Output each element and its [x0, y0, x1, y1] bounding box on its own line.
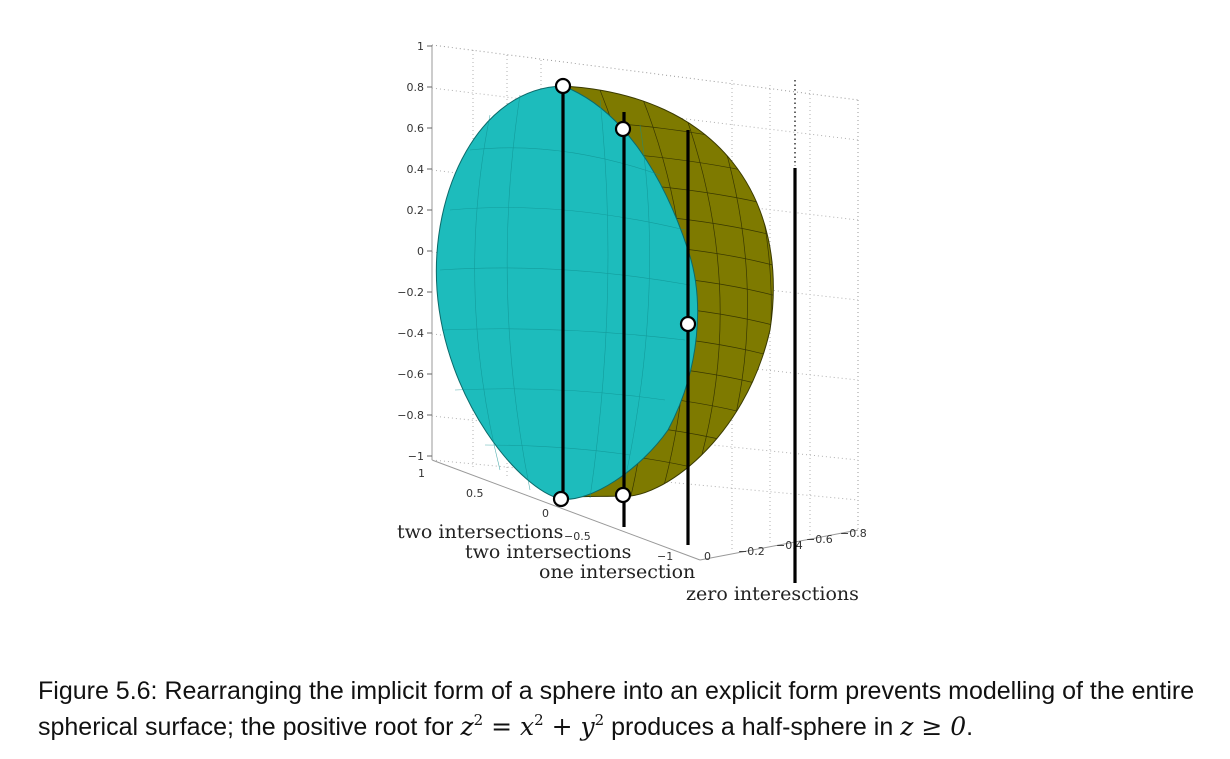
annotation-zero-intersections: zero interesctions [686, 583, 859, 605]
half-sphere-figure: 1 0.8 0.6 0.4 0.2 0 −0.2 −0.4 −0.6 −0.8 … [397, 40, 867, 605]
y-tick-label: 0 [704, 550, 711, 563]
z-tick-label: −0.4 [397, 327, 424, 340]
z-tick-label: 0.8 [407, 81, 425, 94]
caption-condition: z ≥ 0 [900, 712, 967, 741]
annotation-two-intersections-b: two intersections [465, 541, 631, 563]
z-tick-label: 0.4 [407, 163, 425, 176]
z-tick-label: −0.8 [397, 409, 424, 422]
z-tick-label: 1 [417, 40, 424, 53]
intersection-marker [614, 120, 632, 138]
caption-lead: Figure 5.6: Rearranging the implicit for… [38, 677, 1195, 741]
y-tick-label: −0.6 [806, 533, 833, 546]
z-tick-label: 0 [417, 245, 424, 258]
y-tick-label: −0.4 [776, 539, 803, 552]
z-tick-label: −1 [408, 450, 424, 463]
y-tick-label: −0.2 [738, 545, 765, 558]
x-axis-line [431, 459, 701, 561]
caption-end: . [966, 713, 974, 741]
ray-lines [561, 86, 797, 583]
z-tick-label: 0.2 [407, 204, 425, 217]
caption-middle: produces a half-sphere in [611, 713, 894, 741]
intersection-marker [679, 315, 697, 333]
annotation-two-intersections-a: two intersections [397, 521, 563, 543]
y-tick-label: −0.8 [840, 527, 867, 540]
intersection-marker [552, 490, 570, 508]
figure-caption: Figure 5.6: Rearranging the implicit for… [38, 674, 1218, 745]
caption-equation: z2 = x2 + y2 [460, 711, 605, 741]
z-tick-label: −0.6 [397, 368, 424, 381]
z-tick-marks [427, 45, 432, 457]
annotation-one-intersection: one intersection [539, 561, 695, 583]
y-axis-line [699, 529, 859, 561]
intersection-marker [614, 486, 632, 504]
x-tick-labels: 1 0.5 0 −0.5 −1 [418, 467, 673, 563]
intersection-marker [554, 77, 572, 95]
x-tick-label: −1 [657, 550, 673, 563]
y-tick-labels: 0 −0.2 −0.4 −0.6 −0.8 [704, 527, 867, 563]
z-tick-labels: 1 0.8 0.6 0.4 0.2 0 −0.2 −0.4 −0.6 −0.8 … [397, 40, 424, 463]
z-tick-label: −0.2 [397, 286, 424, 299]
x-tick-label: 0 [542, 507, 549, 520]
intersection-markers [552, 77, 697, 508]
x-tick-label: 0.5 [466, 487, 484, 500]
z-tick-label: 0.6 [407, 122, 425, 135]
x-tick-label: 1 [418, 467, 425, 480]
back-top-edge [431, 44, 859, 101]
x-tick-label: −0.5 [564, 530, 591, 543]
